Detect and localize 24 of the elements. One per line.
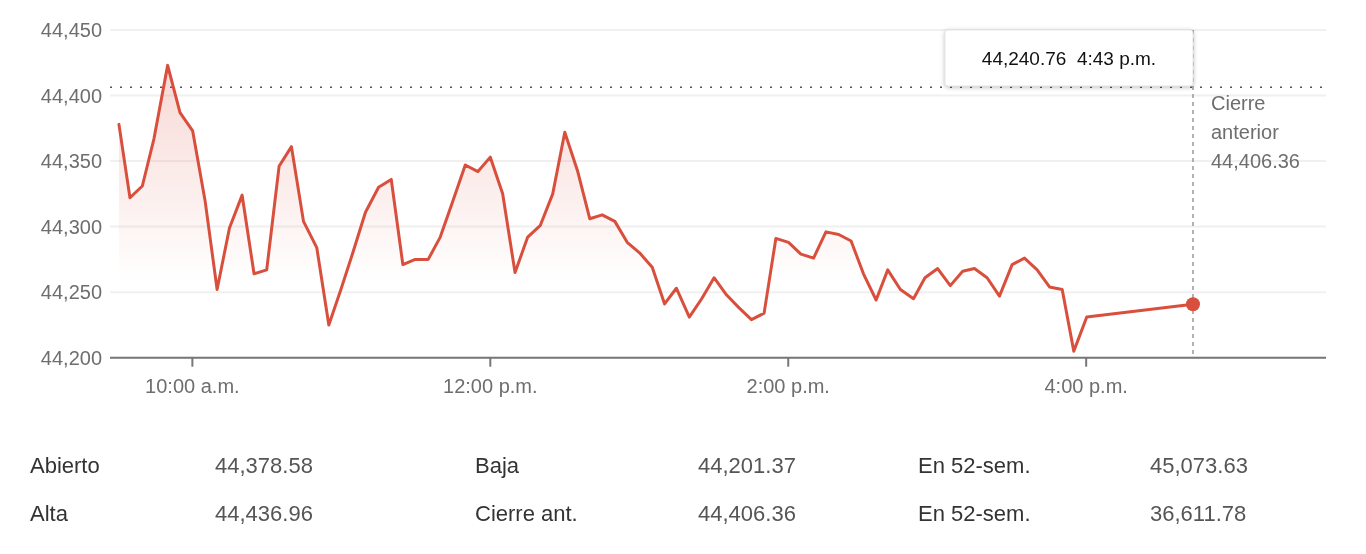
text: 44,436.96 (215, 501, 313, 526)
text: Cierre ant. (475, 501, 578, 526)
y-tick-label: 44,350 (40, 150, 102, 173)
y-tick-label: 44,300 (40, 215, 102, 238)
text: Baja (475, 453, 520, 478)
y-tick-label: 44,250 (40, 281, 102, 304)
x-tick-label: 4:00 p.m. (1044, 374, 1128, 397)
x-tick-label: 12:00 p.m. (443, 374, 538, 397)
text: En 52-sem. (918, 453, 1031, 478)
annotation: 44,240.76 4:43 p.m. (981, 48, 1157, 69)
y-tick-label: 44,450 (40, 19, 102, 41)
text: 44,201.37 (698, 453, 796, 478)
x-tick-label: 2:00 p.m. (746, 374, 830, 397)
text: 44,406.36 (698, 501, 796, 526)
text: 44,378.58 (215, 453, 313, 478)
text: 45,073.63 (1150, 453, 1248, 478)
text: Alta (30, 501, 69, 526)
text: Abierto (30, 453, 100, 478)
text: 36,611.78 (1150, 501, 1247, 526)
x-tick-label: 10:00 a.m. (145, 374, 240, 397)
y-tick-label: 44,400 (40, 84, 102, 107)
y-tick-label: 44,200 (40, 346, 102, 369)
ref-line-label: Cierre anterior 44,406.36 (1211, 92, 1300, 173)
text: En 52-sem. (918, 501, 1031, 526)
